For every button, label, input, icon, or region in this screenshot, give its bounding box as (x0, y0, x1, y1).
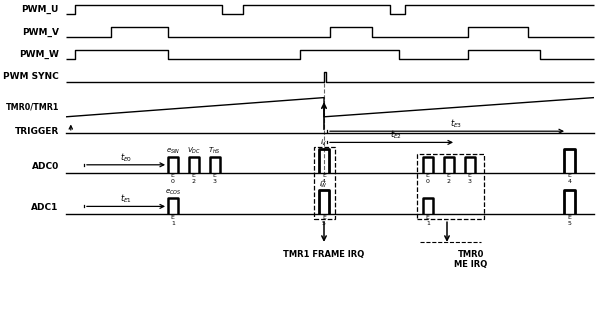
Text: E
3: E 3 (213, 173, 217, 184)
Bar (314, 147, 335, 219)
Text: ADC0: ADC0 (32, 162, 59, 171)
Text: PWM SYNC: PWM SYNC (3, 72, 59, 81)
Text: $t_{E0}$: $t_{E0}$ (120, 151, 132, 164)
Text: $T_{HS}$: $T_{HS}$ (208, 146, 221, 156)
Text: E
0: E 0 (426, 173, 430, 184)
Text: E
2: E 2 (447, 173, 451, 184)
Text: E
0: E 0 (171, 173, 175, 184)
Text: $t_{E1}$: $t_{E1}$ (120, 193, 132, 205)
Text: E
4: E 4 (567, 173, 571, 184)
Text: TRIGGER: TRIGGER (14, 127, 59, 136)
Text: E
3: E 3 (468, 173, 472, 184)
Text: PWM_U: PWM_U (22, 5, 59, 14)
Text: TMR0/TMR1: TMR0/TMR1 (5, 103, 59, 112)
Bar (417, 154, 484, 219)
Text: E
5: E 5 (568, 215, 571, 226)
Text: $t_{E2}$: $t_{E2}$ (390, 129, 402, 141)
Text: $e_{COS}$: $e_{COS}$ (164, 188, 181, 197)
Text: E
1: E 1 (171, 215, 175, 226)
Text: PWM_V: PWM_V (22, 28, 59, 36)
Text: PWM_W: PWM_W (19, 50, 59, 59)
Text: $i_W$: $i_W$ (319, 180, 328, 190)
Text: E
5: E 5 (322, 215, 326, 226)
Text: $e_{SIN}$: $e_{SIN}$ (166, 147, 180, 156)
Text: TMR1 FRAME IRQ: TMR1 FRAME IRQ (283, 250, 365, 259)
Text: ADC1: ADC1 (31, 204, 59, 212)
Text: E
2: E 2 (192, 173, 196, 184)
Text: E
1: E 1 (426, 215, 430, 226)
Text: TMR0
ME IRQ: TMR0 ME IRQ (454, 250, 488, 269)
Text: $i_V$: $i_V$ (320, 138, 328, 148)
Text: $V_{DC}$: $V_{DC}$ (187, 146, 201, 156)
Text: E
4: E 4 (322, 173, 326, 184)
Text: $t_{E3}$: $t_{E3}$ (450, 117, 462, 130)
